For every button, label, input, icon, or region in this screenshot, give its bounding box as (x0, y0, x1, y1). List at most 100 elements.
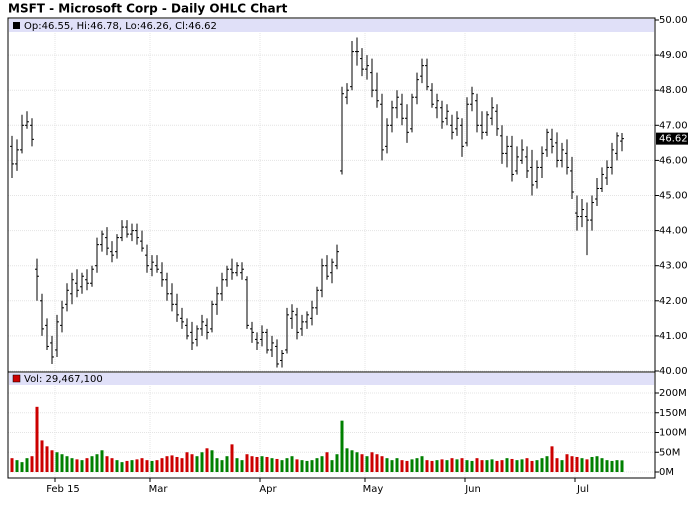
volume-bar (280, 460, 284, 472)
x-tick-label: Jun (464, 484, 481, 495)
y-tick-label: 43.00 (659, 261, 688, 272)
volume-bar (395, 458, 399, 472)
y-tick-label: 44.00 (659, 226, 688, 237)
x-tick-label: Feb 15 (46, 484, 80, 495)
y-tick-label: 40.00 (659, 366, 688, 377)
y-tick-label: 45.00 (659, 191, 688, 202)
volume-bar (205, 448, 209, 472)
volume-bar (235, 458, 239, 472)
volume-bar (595, 456, 599, 472)
volume-bar (220, 460, 224, 472)
y-tick-label: 48.00 (659, 85, 688, 96)
volume-bar (510, 458, 514, 472)
volume-bar (555, 458, 559, 472)
volume-bar (390, 460, 394, 472)
volume-bar (405, 460, 409, 472)
volume-bar (210, 450, 214, 472)
volume-bar (85, 458, 89, 472)
volume-bar (65, 456, 69, 472)
volume-bar (115, 460, 119, 472)
volume-bar (290, 456, 294, 472)
volume-bar (485, 460, 489, 472)
volume-bar (540, 458, 544, 472)
volume-bar (35, 406, 39, 472)
volume-bar (170, 455, 174, 472)
volume-bar (125, 460, 129, 472)
volume-bar (450, 458, 454, 472)
volume-bar (545, 456, 549, 472)
volume-bar (10, 458, 14, 472)
volume-bar (410, 459, 414, 472)
volume-bar (400, 460, 404, 472)
volume-bar (200, 452, 204, 472)
volume-bar (550, 446, 554, 472)
volume-bar (360, 454, 364, 472)
volume-bar (505, 458, 509, 472)
volume-bar (455, 459, 459, 472)
volume-bar (255, 456, 259, 472)
volume-bar (490, 459, 494, 472)
y-tick-label: 46.00 (659, 155, 688, 166)
volume-bar (415, 458, 419, 472)
volume-bar (180, 458, 184, 472)
volume-bar (95, 454, 99, 472)
legend-strip (9, 19, 654, 32)
volume-bar (300, 460, 304, 472)
volume-bar (570, 456, 574, 472)
volume-bar (155, 460, 159, 472)
y-tick-label: 150M (659, 408, 687, 419)
volume-bar (425, 460, 429, 472)
volume-bar (320, 456, 324, 472)
volume-bar (185, 452, 189, 472)
volume-bar (285, 458, 289, 472)
volume-bar (75, 459, 79, 472)
volume-bar (30, 456, 34, 472)
volume-bar (140, 458, 144, 472)
y-tick-label: 200M (659, 388, 687, 399)
volume-bar (90, 456, 94, 472)
x-tick-label: Mar (149, 484, 169, 495)
volume-bar (175, 456, 179, 472)
volume-bar (80, 460, 84, 472)
volume-bar (215, 458, 219, 472)
volume-bar (475, 458, 479, 472)
volume-bar (605, 460, 609, 472)
volume-bar (495, 460, 499, 472)
volume-bar (260, 456, 264, 472)
volume-bar (20, 462, 24, 472)
volume-bar (55, 452, 59, 472)
volume-bar (615, 460, 619, 472)
volume-bar (310, 460, 314, 472)
volume-bar (535, 460, 539, 472)
volume-bar (330, 460, 334, 472)
legend-swatch (13, 22, 20, 29)
y-tick-label: 50.00 (659, 15, 688, 26)
volume-bar (575, 456, 579, 472)
volume-bar (135, 459, 139, 472)
legend-strip (9, 373, 654, 385)
volume-bar (15, 460, 19, 472)
volume-bar (380, 456, 384, 472)
volume-bar (585, 459, 589, 472)
volume-bar (470, 460, 474, 472)
volume-bar (240, 460, 244, 472)
x-tick-label: May (363, 484, 384, 495)
volume-bar (620, 460, 624, 472)
volume-bar (160, 458, 164, 472)
volume-bar (265, 456, 269, 472)
volume-bar (520, 459, 524, 472)
volume-bar (525, 458, 529, 472)
volume-bar (190, 454, 194, 472)
volume-bar (245, 454, 249, 472)
volume-bar (460, 458, 464, 472)
volume-bar (335, 454, 339, 472)
x-tick-label: Apr (259, 484, 277, 495)
y-tick-label: 47.00 (659, 120, 688, 131)
volume-bar (70, 458, 74, 472)
volume-bar (270, 458, 274, 472)
volume-bar (165, 456, 169, 472)
volume-bar (315, 458, 319, 472)
y-tick-label: 100M (659, 428, 687, 439)
volume-bar (440, 459, 444, 472)
